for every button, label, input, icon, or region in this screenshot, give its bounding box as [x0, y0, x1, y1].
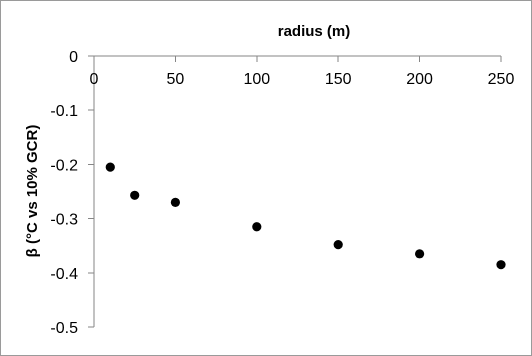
data-point	[105, 162, 115, 172]
data-point	[252, 222, 262, 232]
data-point	[333, 240, 343, 250]
y-tick-label: -0.2	[50, 157, 78, 174]
data-point	[170, 197, 180, 207]
y-axis-ticks: 0 -0.1 -0.2 -0.3 -0.4 -0.5	[50, 49, 94, 337]
x-tick-label: 100	[243, 71, 270, 88]
y-tick-label: -0.4	[50, 266, 78, 283]
axes	[93, 55, 501, 327]
data-point	[496, 260, 506, 270]
y-tick-label: 0	[69, 49, 78, 66]
data-point	[415, 249, 425, 259]
data-point	[130, 190, 140, 200]
x-tick-label: 150	[325, 71, 352, 88]
x-tick-label: 0	[90, 71, 99, 88]
x-tick-label: 200	[406, 71, 433, 88]
y-tick-label: -0.1	[50, 103, 78, 120]
x-tick-label: 50	[167, 71, 185, 88]
y-tick-label: -0.3	[50, 212, 78, 229]
x-axis-title: radius (m)	[278, 23, 351, 40]
x-axis-ticks: 0 50 100 150 200 250	[90, 56, 515, 88]
data-points	[105, 162, 506, 270]
x-tick-label: 250	[488, 71, 515, 88]
y-axis-title: β (°C vs 10% GCR)	[24, 125, 41, 258]
y-tick-label: -0.5	[50, 320, 78, 337]
